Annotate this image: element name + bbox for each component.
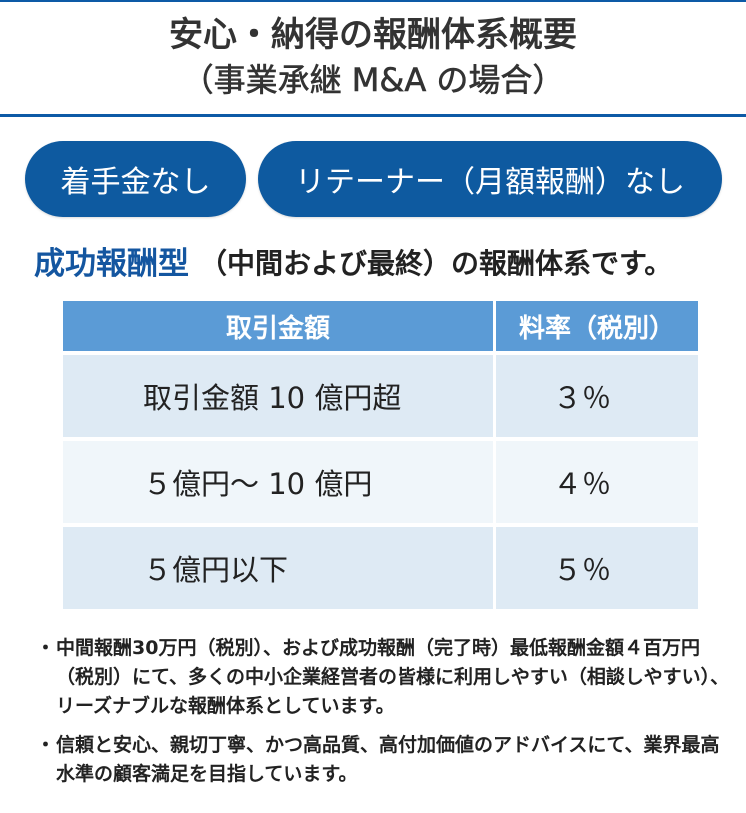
bullet-icon: ・ xyxy=(36,637,56,659)
amount-cell: 取引金額 10 億円超 xyxy=(63,355,493,437)
fee-model-subtitle: 成功報酬型 （中間および最終）の報酬体系です。 xyxy=(32,236,673,288)
title-main: 安心・納得の報酬体系概要 xyxy=(169,15,577,55)
rate-cell: ５％ xyxy=(496,527,698,609)
note-item: ・ 信頼と安心、親切丁寧、かつ高品質、高付加価値のアドバイスにて、業界最高水準の… xyxy=(36,731,736,789)
note-text: 信頼と安心、親切丁寧、かつ高品質、高付加価値のアドバイスにて、業界最高水準の顧客… xyxy=(56,734,720,785)
amount-cell: ５億円以下 xyxy=(63,527,493,609)
amount-cell: ５億円～ 10 億円 xyxy=(63,441,493,523)
page-title: 安心・納得の報酬体系概要 （事業承継 M&A の場合） xyxy=(0,12,746,102)
title-sub: （事業承継 M&A の場合） xyxy=(181,61,565,100)
table-row: ５億円以下 ５％ xyxy=(63,527,698,609)
table-header-row: 取引金額 料率（税別） xyxy=(63,301,698,351)
subtitle-text: （中間および最終）の報酬体系です。 xyxy=(199,247,673,280)
note-item: ・ 中間報酬30万円（税別）、および成功報酬（完了時）最低報酬金額４百万円（税別… xyxy=(36,634,736,721)
subtitle-highlight: 成功報酬型 xyxy=(32,244,193,288)
top-rule xyxy=(0,0,746,2)
badge-no-monthly-retainer: リテーナー（月額報酬）なし xyxy=(258,141,722,217)
note-text: 中間報酬30万円（税別）、および成功報酬（完了時）最低報酬金額４百万円（税別）に… xyxy=(56,637,730,717)
badge-no-retainer-fee: 着手金なし xyxy=(25,141,246,217)
notes-list: ・ 中間報酬30万円（税別）、および成功報酬（完了時）最低報酬金額４百万円（税別… xyxy=(36,634,736,799)
column-header-rate: 料率（税別） xyxy=(496,301,698,351)
bullet-icon: ・ xyxy=(36,734,56,756)
rate-cell: ３％ xyxy=(496,355,698,437)
rate-cell: ４％ xyxy=(496,441,698,523)
table-row: ５億円～ 10 億円 ４％ xyxy=(63,441,698,523)
fee-rate-table: 取引金額 料率（税別） 取引金額 10 億円超 ３％ ５億円～ 10 億円 ４％… xyxy=(63,301,698,613)
column-header-amount: 取引金額 xyxy=(63,301,493,351)
title-underline-rule xyxy=(0,114,746,117)
table-row: 取引金額 10 億円超 ３％ xyxy=(63,355,698,437)
